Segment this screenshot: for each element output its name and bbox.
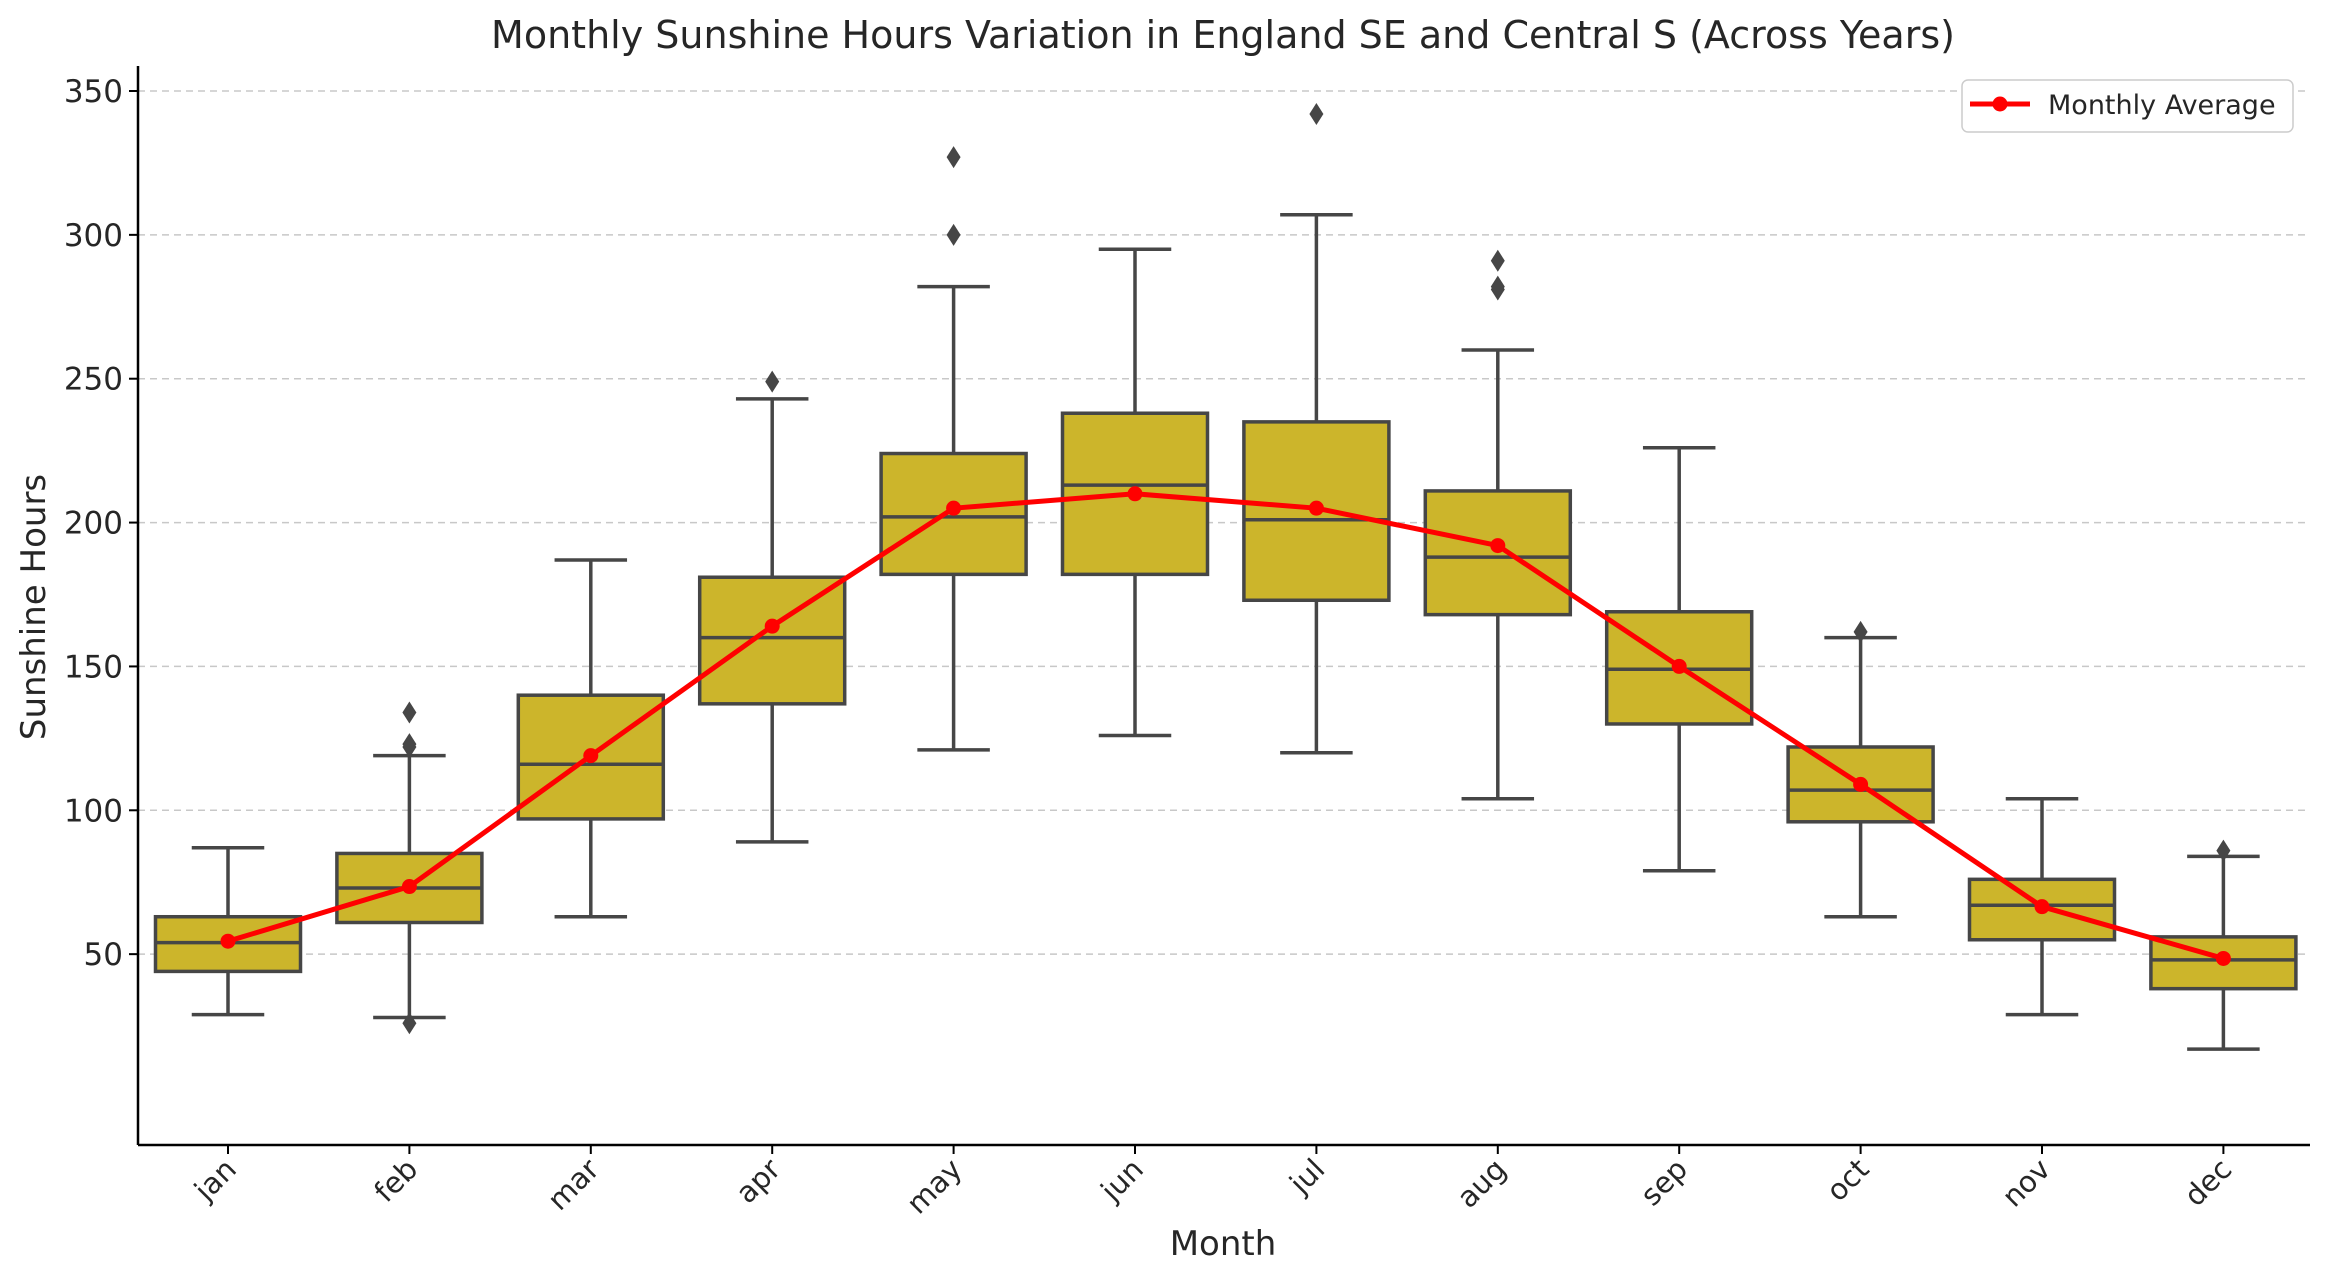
legend-dot-marker: [1992, 96, 2008, 112]
axes: 50 100 150 200 250 300 350 jan feb mar apr may jun ju…: [64, 66, 2310, 1221]
average-point: [1308, 500, 1324, 516]
box-apr: [697, 370, 847, 844]
outlier-point: [1309, 103, 1324, 126]
outlier-point: [1490, 275, 1505, 298]
y-tick-label: 200: [64, 506, 123, 542]
box-aug: [1423, 249, 1573, 801]
average-point: [220, 933, 236, 949]
x-tick-label: sep: [1634, 1152, 1694, 1212]
legend: Monthly Average: [1961, 79, 2294, 133]
outlier-point: [946, 146, 961, 169]
y-axis-label: Sunshine Hours: [14, 474, 54, 740]
y-tick-label: 250: [64, 362, 123, 398]
x-tick-label: feb: [367, 1152, 424, 1209]
box-jan: [153, 845, 303, 1017]
x-tick-label: dec: [2177, 1152, 2238, 1213]
box-may: [879, 146, 1028, 752]
box-oct: [1786, 620, 1935, 919]
average-point: [1127, 486, 1143, 502]
outlier-point: [1853, 620, 1868, 643]
gridlines: [138, 90, 2310, 955]
y-tick-label: 300: [64, 218, 123, 254]
average-point: [764, 618, 780, 634]
legend-frame: [1961, 79, 2294, 133]
average-point: [946, 500, 962, 516]
x-tick-label: jan: [187, 1152, 243, 1208]
average-point: [1490, 538, 1506, 554]
average-point: [1853, 776, 1869, 792]
x-tick-label: nov: [1995, 1152, 2057, 1214]
outlier-point: [946, 223, 961, 246]
x-tick-label: mar: [541, 1152, 606, 1217]
average-point: [2034, 899, 2050, 915]
box-feb: [335, 701, 484, 1035]
outlier-point: [402, 1012, 417, 1035]
x-tick-label: aug: [1450, 1152, 1513, 1215]
average-series: [220, 486, 2231, 966]
legend-label: Monthly Average: [2048, 90, 2276, 121]
outlier-point: [402, 733, 417, 756]
y-tick-label: 50: [84, 937, 123, 973]
average-point: [583, 748, 599, 764]
outlier-point: [2216, 839, 2231, 862]
x-tick-label: may: [900, 1152, 969, 1221]
y-tick-label: 350: [64, 74, 123, 110]
y-tick-label: 150: [64, 649, 123, 685]
outlier-point: [1490, 249, 1505, 272]
outlier-point: [765, 370, 780, 393]
x-tick-label: jun: [1094, 1152, 1150, 1208]
iqr-box: [697, 575, 847, 706]
average-point: [401, 879, 417, 895]
box-jul: [1242, 103, 1391, 755]
average-point: [1671, 658, 1687, 674]
boxes: [153, 103, 2298, 1051]
box-mar: [516, 558, 666, 919]
x-axis-label: Month: [1170, 1224, 1277, 1264]
average-line: [227, 491, 2225, 961]
average-point: [2215, 950, 2231, 966]
x-tick-label: jul: [1282, 1152, 1331, 1201]
outlier-point: [402, 701, 417, 724]
y-tick-label: 100: [64, 793, 123, 829]
x-tick-label: oct: [1820, 1152, 1876, 1208]
x-tick-label: apr: [729, 1152, 787, 1210]
chart-title: Monthly Sunshine Hours Variation in Engl…: [491, 13, 1955, 57]
